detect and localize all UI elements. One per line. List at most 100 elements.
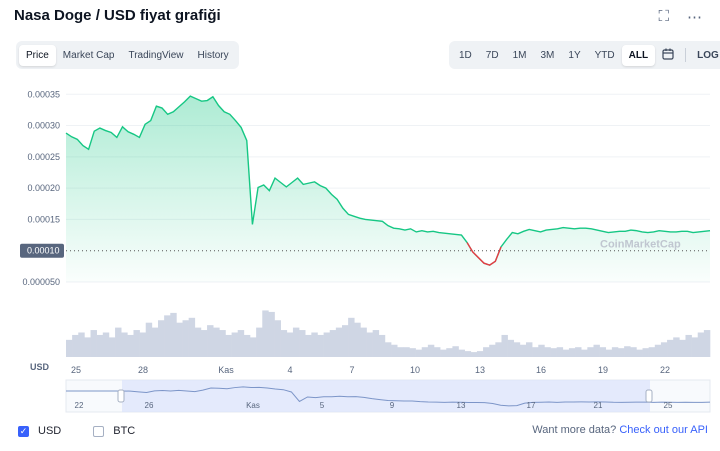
range-ytd[interactable]: YTD (594, 49, 615, 61)
volume-bar (434, 347, 441, 357)
navigator-handle-right[interactable] (645, 389, 653, 403)
usd-label: USD (38, 425, 62, 437)
log-toggle[interactable]: LOG (697, 49, 719, 61)
volume-bar (519, 344, 527, 357)
x-tick-label: 10 (410, 365, 420, 375)
volume-bar (256, 327, 263, 357)
x-tick-label: 25 (71, 365, 81, 375)
volume-bar (372, 330, 380, 357)
navigator-tick-label: 22 (75, 401, 84, 410)
price-line-down (466, 242, 502, 266)
volume-bar (697, 332, 705, 357)
volume-bar (550, 348, 557, 357)
volume-bar (366, 332, 373, 357)
volume-bar (348, 317, 355, 357)
volume-bar (139, 332, 147, 357)
fullscreen-icon[interactable]: ⛶ (658, 8, 669, 25)
volume-bars (66, 310, 711, 357)
volume-bar (421, 347, 429, 357)
btc-checkbox[interactable] (93, 425, 105, 437)
volume-bar (532, 347, 539, 357)
volume-bar (182, 320, 189, 357)
api-link[interactable]: Check out our API (619, 424, 708, 436)
currency-axis-label: USD (30, 362, 50, 372)
navigator-tick-label: Kas (246, 401, 260, 410)
tab-market-cap[interactable]: Market Cap (62, 49, 115, 61)
volume-bar (630, 347, 637, 357)
volume-bar (403, 347, 410, 357)
volume-bar (115, 327, 122, 357)
volume-bar (96, 334, 104, 357)
volume-bar (470, 352, 478, 357)
volume-bar (605, 349, 613, 357)
volume-bar (305, 334, 312, 357)
usd-checkbox[interactable]: ✓ (18, 425, 29, 437)
volume-bar (102, 332, 110, 357)
currency-toggles: ✓ USD BTC (18, 425, 135, 437)
range-7d[interactable]: 7D (485, 49, 499, 61)
navigator-handle-left[interactable] (117, 389, 125, 403)
volume-bar (231, 332, 239, 357)
volume-bar (476, 351, 484, 357)
volume-bar (427, 344, 435, 357)
view-tabs: Price Market Cap TradingView History (16, 41, 239, 69)
x-tick-label: 22 (660, 365, 670, 375)
more-data-footer: Want more data? Check out our API (532, 424, 708, 436)
volume-bar (679, 339, 686, 357)
x-tick-label: 4 (287, 365, 292, 375)
volume-bar (575, 347, 582, 357)
calendar-icon[interactable] (655, 43, 681, 68)
volume-bar (207, 325, 214, 357)
volume-bar (458, 349, 465, 357)
volume-bar (673, 337, 680, 357)
volume-bar (526, 342, 533, 357)
volume-bar (624, 346, 631, 357)
tab-tradingview[interactable]: TradingView (128, 49, 184, 61)
volume-bar (292, 327, 300, 357)
more-data-text: Want more data? (532, 424, 617, 436)
volume-bar (587, 347, 594, 357)
volume-bar (317, 334, 324, 357)
navigator-tick-label: 21 (594, 401, 603, 410)
navigator-selection (122, 380, 650, 412)
tab-price[interactable]: Price (19, 44, 56, 66)
volume-bar (311, 332, 318, 357)
volume-bar (213, 327, 220, 357)
range-1y[interactable]: 1Y (568, 49, 581, 61)
volume-bar (513, 342, 521, 357)
navigator-tick-label: 26 (145, 401, 154, 410)
volume-bar (335, 327, 343, 357)
volume-bar (121, 332, 128, 357)
volume-bar (440, 349, 447, 357)
volume-bar (446, 348, 453, 357)
volume-bar (151, 327, 159, 357)
volume-bar (660, 342, 668, 357)
x-tick-label: Kas (218, 365, 234, 375)
volume-bar (611, 347, 619, 357)
range-navigator: 22 26 Kas 5 9 13 17 21 25 (65, 379, 711, 413)
volume-bar (262, 310, 269, 357)
price-chart[interactable]: 0.00035 0.00030 0.00025 0.00020 0.00015 0.000… (0, 80, 720, 420)
range-all[interactable]: ALL (621, 44, 656, 66)
volume-bar (194, 327, 202, 357)
navigator-tick-label: 25 (664, 401, 673, 410)
x-tick-label: 28 (138, 365, 148, 375)
x-tick-label: 19 (598, 365, 608, 375)
volume-bar (581, 349, 588, 357)
range-3m[interactable]: 3M (540, 49, 555, 61)
volume-bar (286, 332, 294, 357)
volume-bar (145, 322, 153, 357)
volume-bar (384, 342, 392, 357)
range-1d[interactable]: 1D (459, 49, 472, 61)
more-dots-icon[interactable]: ⋯ (687, 9, 702, 26)
tab-history[interactable]: History (197, 49, 229, 61)
volume-bar (667, 339, 674, 357)
volume-bar (691, 337, 699, 357)
navigator-tick-label: 9 (390, 401, 395, 410)
volume-bar (78, 332, 85, 357)
volume-bar (562, 349, 570, 357)
range-1m[interactable]: 1M (512, 49, 527, 61)
navigator-line (66, 386, 711, 407)
volume-bar (397, 347, 404, 357)
btc-label: BTC (113, 425, 136, 437)
